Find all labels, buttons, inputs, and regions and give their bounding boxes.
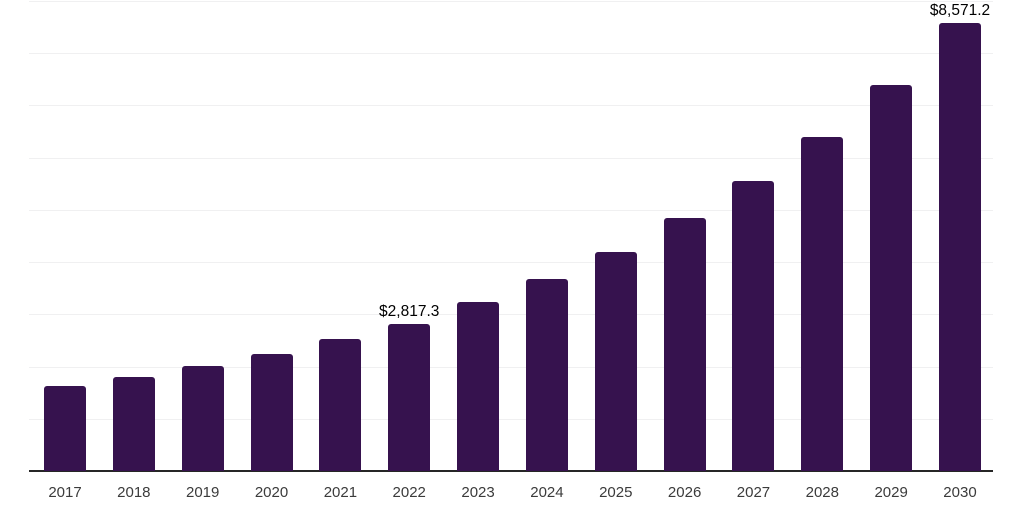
gridline-8000 (29, 53, 993, 55)
bar-2020[interactable] (250, 353, 293, 471)
x-tick-label-2018: 2018 (117, 484, 151, 501)
gridline-6000 (29, 157, 993, 159)
bar-2017[interactable] (44, 386, 86, 471)
x-tick-label-2022: 2022 (392, 484, 426, 501)
x-axis-line (29, 470, 993, 472)
x-tick-label-2025: 2025 (599, 484, 633, 501)
bar-2027[interactable] (732, 180, 775, 471)
x-tick-label-2024: 2024 (530, 484, 564, 501)
bar-2024[interactable] (525, 279, 568, 471)
x-tick-label-2027: 2027 (736, 484, 771, 501)
bar-2026[interactable] (663, 218, 706, 471)
gridline-5000 (29, 209, 993, 211)
x-tick-label-2019: 2019 (186, 484, 220, 501)
bar-2028[interactable] (801, 136, 844, 471)
x-tick-label-2026: 2026 (667, 484, 702, 501)
bar-value-label-2030: $8,571.2 (929, 2, 991, 20)
bar-2019[interactable] (181, 366, 224, 471)
x-tick-label-2030: 2030 (943, 484, 977, 501)
x-tick-label-2017: 2017 (48, 484, 82, 501)
bar-value-label-2022: $2,817.3 (379, 302, 440, 320)
x-tick-label-2021: 2021 (323, 484, 358, 501)
gridline-2000 (29, 366, 993, 368)
x-tick-label-2028: 2028 (805, 484, 839, 501)
gridline-3000 (29, 314, 993, 316)
bar-2018[interactable] (112, 376, 155, 471)
bar-2022[interactable] (388, 323, 431, 471)
x-tick-label-2029: 2029 (874, 484, 908, 501)
plot-area: $2,817.3 $8,571.2 (29, 0, 993, 472)
x-tick-label-2020: 2020 (254, 484, 289, 501)
bar-2025[interactable] (594, 251, 637, 471)
x-tick-label-2023: 2023 (461, 484, 495, 501)
gridline-9000 (29, 0, 993, 2)
bar-2023[interactable] (457, 301, 500, 471)
gridline-7000 (29, 105, 993, 107)
gridline-1000 (29, 418, 993, 420)
bar-2021[interactable] (319, 339, 362, 471)
bar-2030[interactable] (938, 23, 981, 471)
bar-2029[interactable] (870, 84, 913, 471)
gridline-4000 (29, 262, 993, 264)
